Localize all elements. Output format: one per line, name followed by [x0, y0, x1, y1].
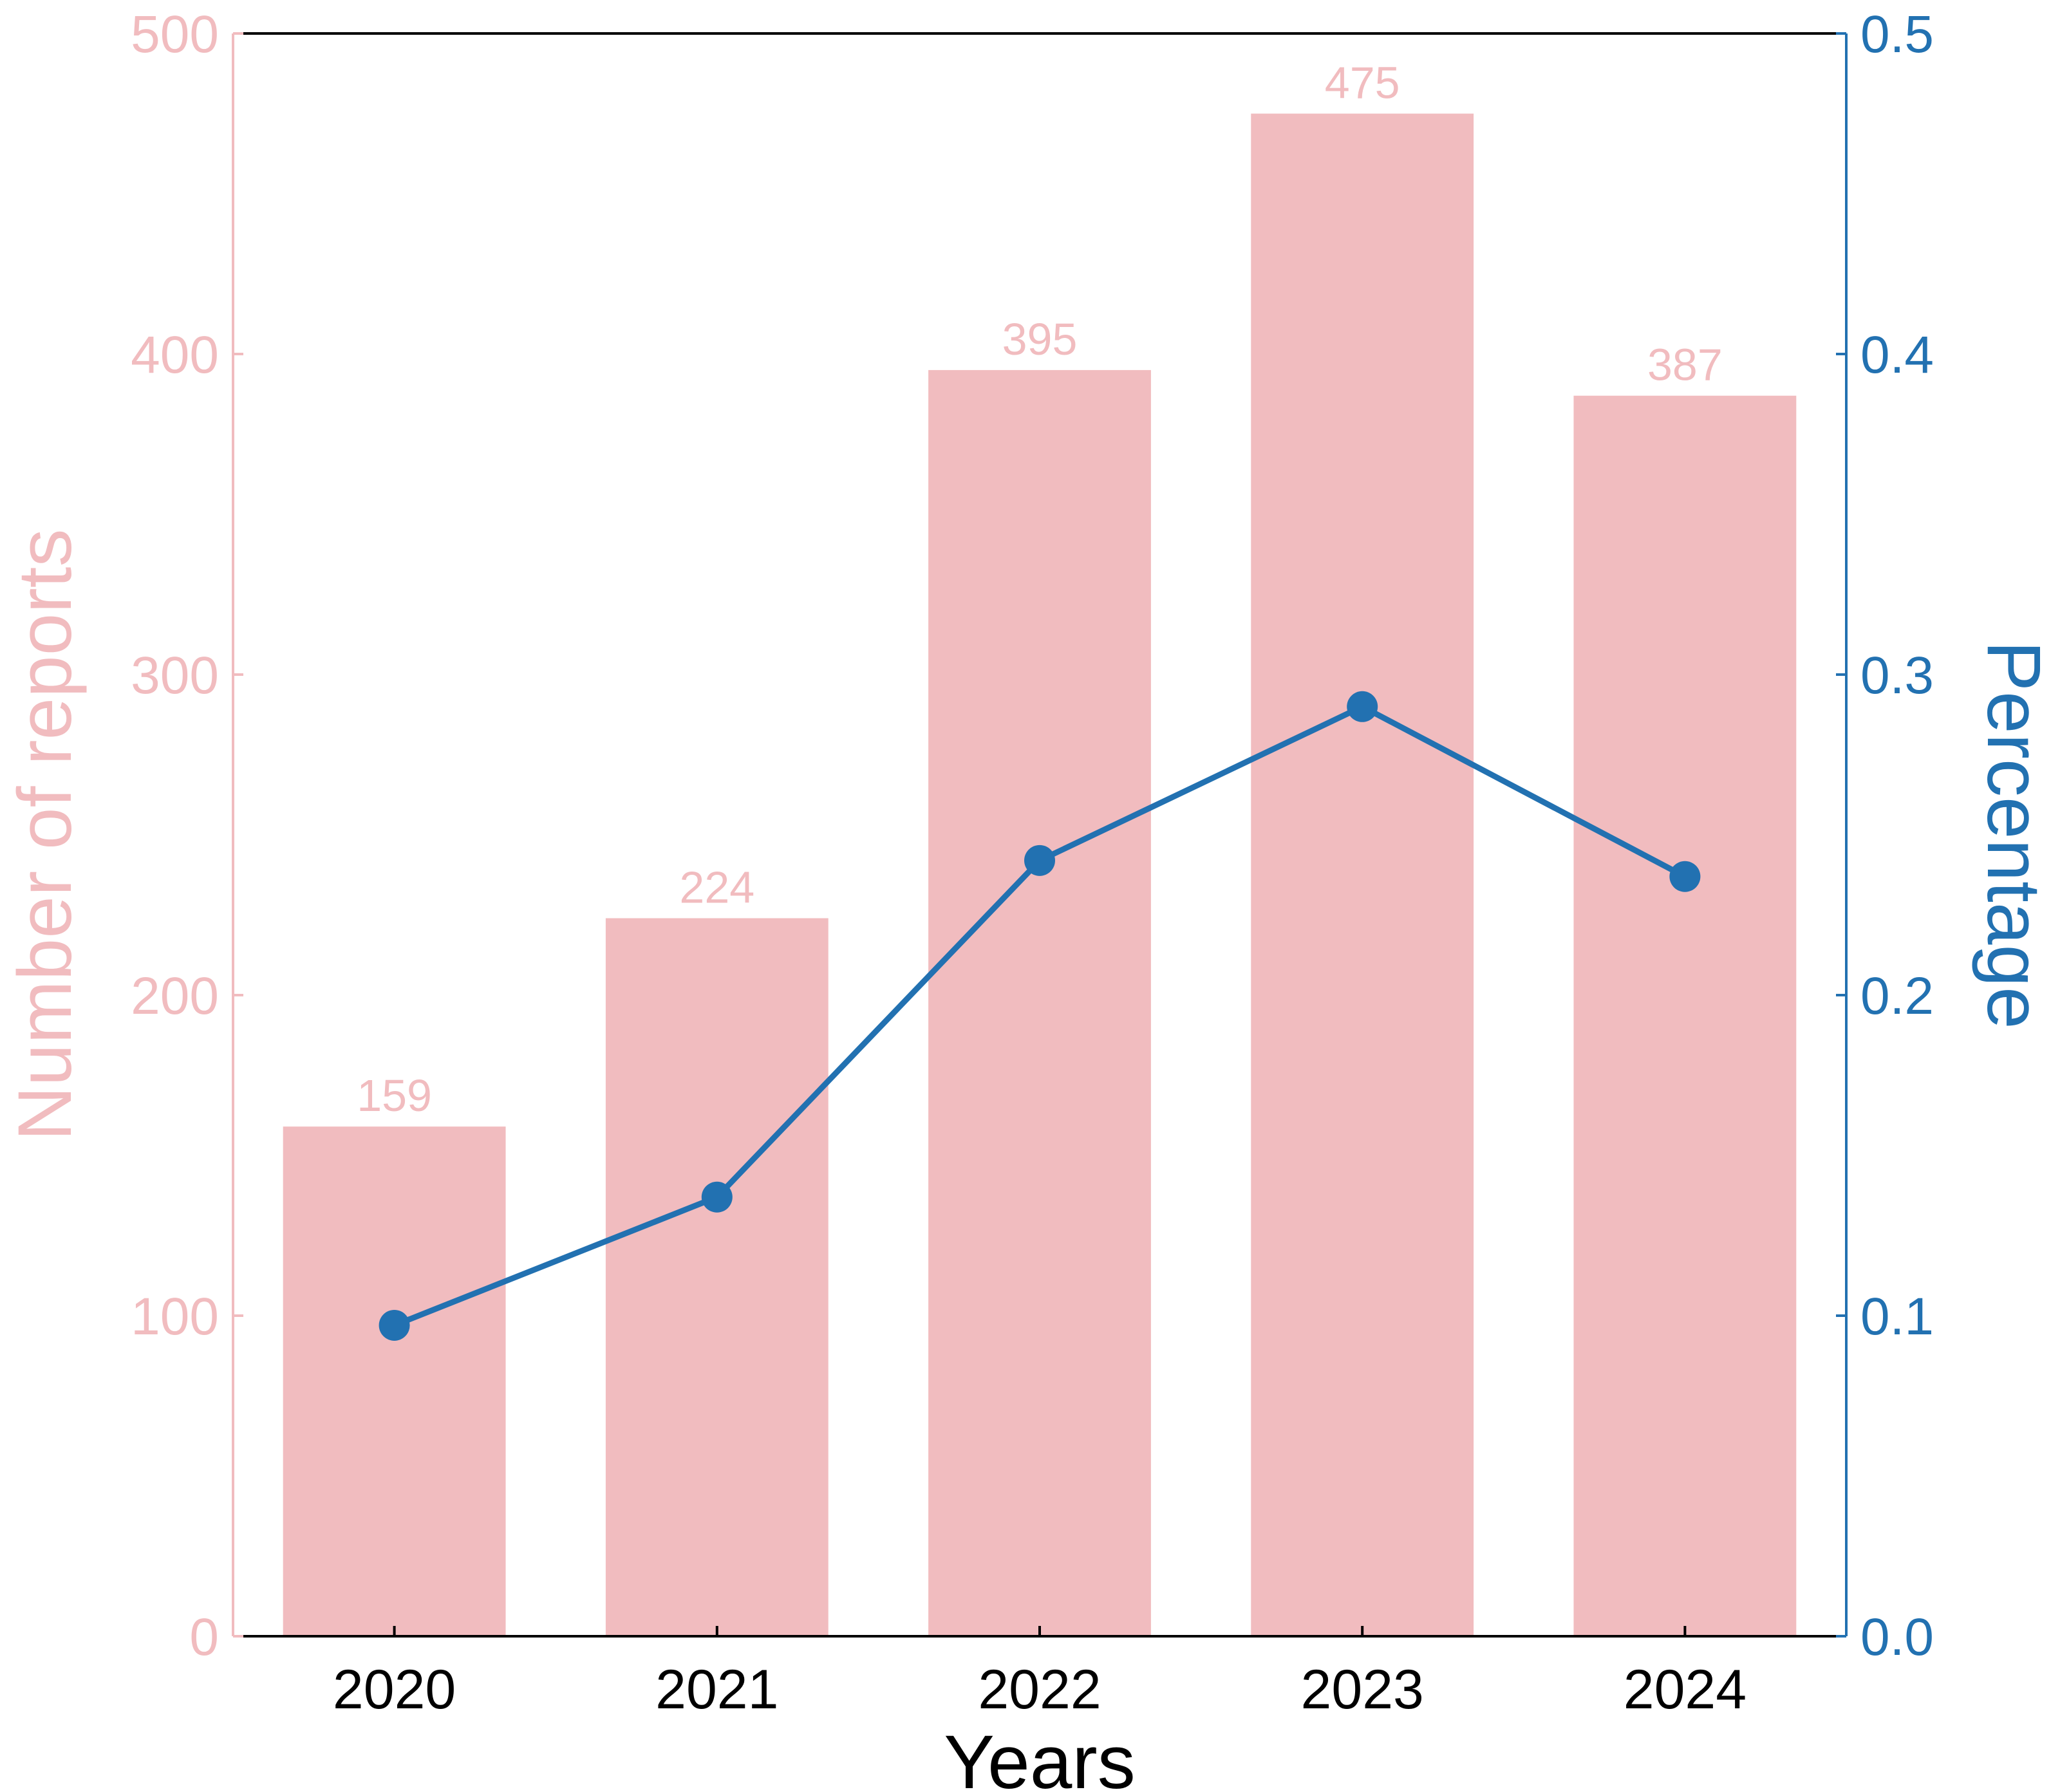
bar-data-label-2022: 395 — [1002, 314, 1078, 364]
bar-labels-layer: 159 224 395 475 387 — [357, 58, 1723, 1121]
y-left-tick-label: 300 — [131, 646, 219, 705]
percentage-point-2024 — [1669, 861, 1701, 892]
y-left-axis-title: Number of reports — [3, 529, 88, 1141]
y-left-tick-label: 400 — [131, 326, 219, 384]
y-left-tick-label: 100 — [131, 1287, 219, 1346]
x-axis-title: Years — [944, 1720, 1135, 1792]
bar-2022 — [928, 369, 1151, 1636]
right-ticks-layer: 0.0 0.1 0.2 0.3 0.4 0.5 — [1836, 5, 1934, 1666]
line-layer — [379, 691, 1701, 1341]
percentage-point-2022 — [1024, 845, 1055, 876]
bar-2024 — [1573, 395, 1797, 1636]
y-right-tick-label: 0.2 — [1860, 967, 1934, 1025]
bar-data-label-2024: 387 — [1647, 340, 1723, 390]
x-tick-label: 2022 — [978, 1659, 1101, 1721]
y-right-tick-label: 0.1 — [1860, 1287, 1934, 1346]
x-tick-label: 2021 — [655, 1659, 778, 1721]
x-tick-label: 2023 — [1301, 1659, 1424, 1721]
y-right-axis-title: Percentage — [1971, 640, 2056, 1029]
x-tick-label: 2024 — [1624, 1659, 1746, 1721]
y-right-tick-label: 0.0 — [1860, 1608, 1934, 1666]
percentage-point-2020 — [379, 1309, 410, 1341]
y-right-tick-label: 0.5 — [1860, 5, 1934, 64]
y-right-tick-label: 0.4 — [1860, 326, 1934, 384]
bar-data-label-2021: 224 — [679, 862, 754, 912]
bar-data-label-2023: 475 — [1325, 58, 1400, 108]
left-ticks-layer: 0 100 200 300 400 500 — [131, 5, 243, 1666]
bar-2020 — [283, 1126, 506, 1636]
bar-data-label-2020: 159 — [357, 1070, 432, 1121]
y-left-tick-label: 0 — [189, 1608, 219, 1666]
percentage-point-2021 — [701, 1181, 733, 1213]
y-left-tick-label: 500 — [131, 5, 219, 64]
y-left-tick-label: 200 — [131, 967, 219, 1025]
x-tick-label: 2020 — [333, 1659, 456, 1721]
bar-2023 — [1251, 113, 1474, 1636]
bars-layer — [283, 113, 1797, 1636]
bar-2021 — [605, 918, 829, 1636]
percentage-point-2023 — [1347, 691, 1378, 722]
y-right-tick-label: 0.3 — [1860, 646, 1934, 705]
x-ticks-layer: 2020 2021 2022 2023 2024 — [333, 1626, 1746, 1721]
